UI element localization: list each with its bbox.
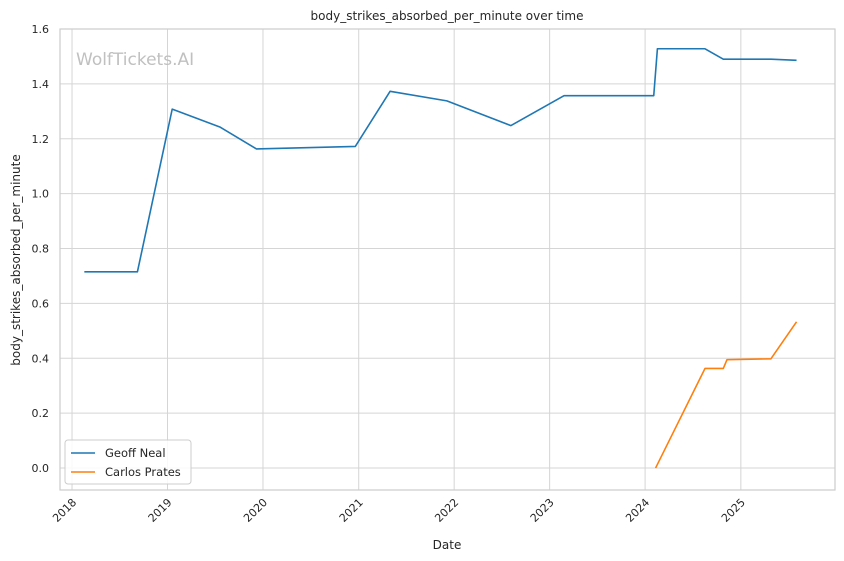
data-point-geoff-neal — [563, 94, 566, 97]
data-point-geoff-neal — [722, 58, 725, 61]
data-point-geoff-neal — [255, 147, 258, 150]
data-point-geoff-neal — [652, 94, 655, 97]
plot-area — [60, 29, 835, 490]
data-point-geoff-neal — [769, 58, 772, 61]
data-point-carlos-prates — [704, 367, 707, 370]
data-point-geoff-neal — [704, 47, 707, 50]
y-tick-label: 1.6 — [32, 23, 50, 36]
chart-title: body_strikes_absorbed_per_minute over ti… — [311, 9, 584, 23]
data-point-carlos-prates — [795, 320, 798, 323]
data-point-carlos-prates — [722, 367, 725, 370]
legend: Geoff Neal Carlos Prates — [64, 439, 192, 485]
y-tick-label: 0.0 — [32, 462, 50, 475]
y-tick-label: 1.4 — [32, 78, 50, 91]
data-point-geoff-neal — [136, 270, 139, 273]
x-gridlines — [71, 29, 742, 490]
data-point-carlos-prates — [654, 467, 657, 470]
x-axis-label: Date — [433, 538, 462, 552]
data-point-geoff-neal — [389, 90, 392, 93]
data-point-geoff-neal — [83, 270, 86, 273]
y-tick-labels: 0.0 0.2 0.4 0.6 0.8 1.0 1.2 1.4 1.6 — [32, 23, 50, 475]
legend-label-carlos-prates: Carlos Prates — [105, 465, 181, 479]
y-tick-label: 1.0 — [32, 188, 50, 201]
series-layer — [83, 47, 798, 470]
y-tick-label: 0.4 — [32, 352, 50, 365]
data-point-geoff-neal — [354, 145, 357, 148]
data-point-geoff-neal — [171, 108, 174, 111]
y-tick-label: 0.8 — [32, 243, 50, 256]
data-point-carlos-prates — [725, 358, 728, 361]
watermark-text: WolfTickets.AI — [76, 50, 194, 70]
y-tick-label: 0.2 — [32, 407, 50, 420]
plot-frame — [59, 28, 836, 491]
y-tick-label: 1.2 — [32, 133, 50, 146]
y-tick-label: 0.6 — [32, 297, 50, 310]
data-point-geoff-neal — [218, 125, 221, 128]
y-axis-label: body_strikes_absorbed_per_minute — [9, 154, 23, 365]
legend-label-geoff-neal: Geoff Neal — [105, 446, 166, 460]
data-point-geoff-neal — [445, 99, 448, 102]
data-point-geoff-neal — [509, 124, 512, 127]
data-point-carlos-prates — [769, 357, 772, 360]
series-line-geoff-neal — [84, 47, 797, 273]
data-point-geoff-neal — [656, 47, 659, 50]
legend-box — [64, 439, 192, 485]
series-line-carlos-prates — [654, 321, 798, 469]
data-point-geoff-neal — [795, 59, 798, 62]
